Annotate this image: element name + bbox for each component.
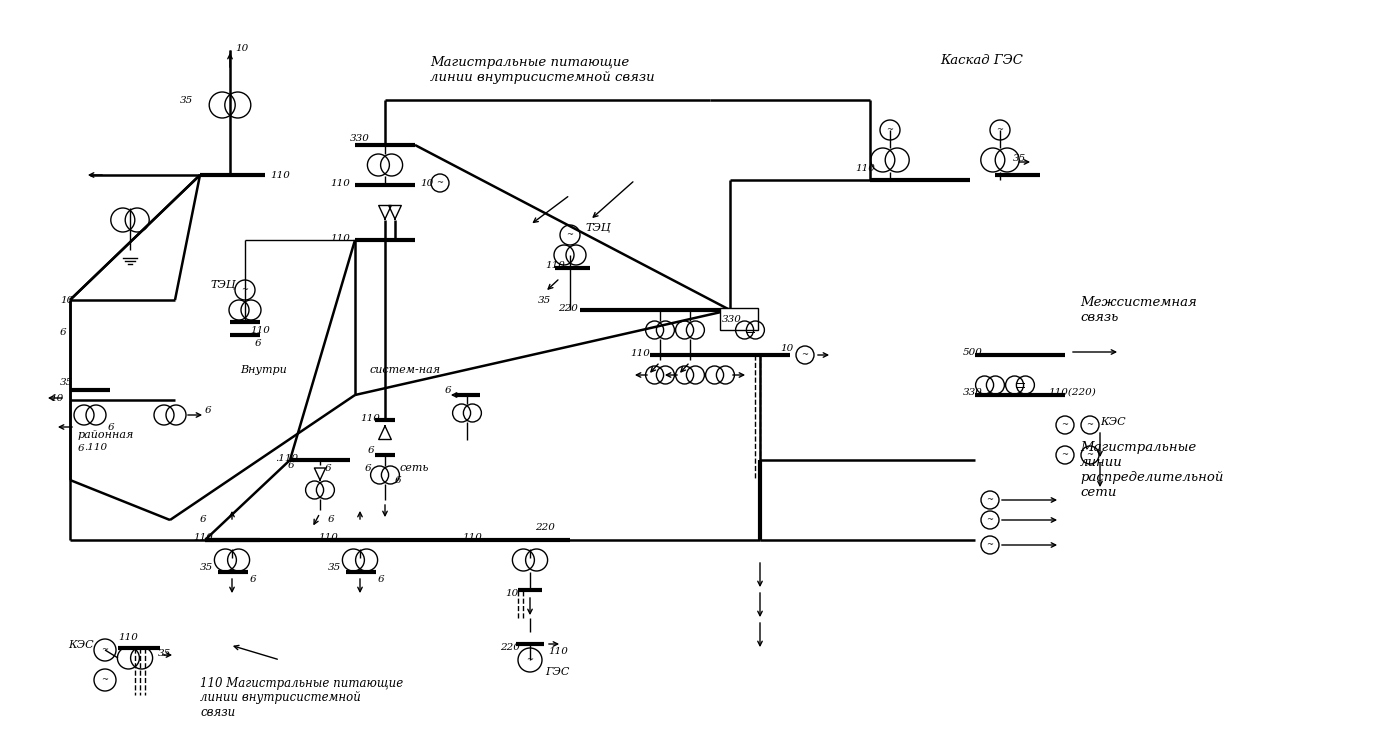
Text: 110(220): 110(220) [1049,388,1095,397]
Text: 500: 500 [963,347,982,356]
Text: ~: ~ [567,231,574,239]
Text: 220: 220 [535,524,555,533]
Text: .110: .110 [84,443,107,452]
Text: 10: 10 [420,179,433,187]
Text: ~: ~ [987,541,993,549]
Text: Магистральные питающие
линии внутрисистемной связи: Магистральные питающие линии внутрисисте… [429,56,655,84]
Text: 35: 35 [61,377,73,386]
Text: 6: 6 [378,574,385,583]
Text: ~: ~ [1061,421,1069,429]
Text: 110: 110 [361,414,380,423]
Text: ~: ~ [987,516,993,524]
Text: 110: 110 [854,164,875,173]
Text: 6: 6 [205,405,212,414]
Text: ГЭС: ГЭС [545,667,570,677]
Text: 6: 6 [200,515,206,524]
Text: 330: 330 [722,315,742,324]
Text: 6: 6 [367,446,374,455]
Text: ~: ~ [801,351,809,359]
Text: ~: ~ [1087,451,1094,459]
Text: систем­ная: систем­ная [370,365,442,375]
Text: 6: 6 [61,327,66,336]
Text: 110: 110 [545,260,566,269]
Text: КЭС: КЭС [67,640,94,650]
Text: ~: ~ [996,126,1003,134]
Text: 10: 10 [235,43,248,53]
Text: 10: 10 [50,394,63,403]
Text: 110: 110 [630,348,649,358]
Text: 6: 6 [327,515,334,524]
Text: 110 Магистральные питающие
линии внутрисистемной
связи: 110 Магистральные питающие линии внутрис… [200,676,403,719]
Text: ТЭЦ: ТЭЦ [585,223,611,233]
Text: 6: 6 [444,385,451,394]
Bar [720,308,758,330]
Text: 35: 35 [158,650,171,658]
Text: 35: 35 [327,562,341,571]
Text: ~: ~ [886,126,893,134]
Text: 110: 110 [462,533,482,542]
Text: ~: ~ [987,496,993,504]
Text: 35: 35 [538,295,552,304]
Text: 10: 10 [61,295,73,304]
Text: 35: 35 [1013,153,1026,162]
Text: районная: районная [78,430,135,440]
Text: 6: 6 [325,464,332,472]
Text: 6: 6 [255,339,261,347]
Text: 6: 6 [78,443,85,452]
Text: Каскад ГЭС: Каскад ГЭС [940,54,1022,66]
Text: 110: 110 [330,179,350,187]
Text: 35: 35 [180,95,193,104]
Text: 110: 110 [318,533,338,542]
Text: 6: 6 [107,423,114,432]
Text: ~: ~ [1087,421,1094,429]
Text: 220: 220 [559,304,578,312]
Text: 110: 110 [548,647,568,656]
Text: Внутри: Внутри [239,365,286,375]
Text: КЭС: КЭС [1099,417,1126,427]
Text: сеть: сеть [400,463,429,473]
Text: 330: 330 [350,133,370,143]
Text: 330: 330 [963,388,982,397]
Text: Магистральные
линии
распределительной
сети: Магистральные линии распределительной се… [1080,441,1223,499]
Text: 110: 110 [270,170,290,179]
Text: 6: 6 [395,475,402,484]
Text: ~: ~ [1061,451,1069,459]
Text: 35: 35 [200,562,213,571]
Text: ~: ~ [242,286,249,294]
Text: Межсистемная
связь: Межсистемная связь [1080,296,1197,324]
Text: ТЭЦ: ТЭЦ [211,280,235,290]
Text: 110: 110 [330,234,350,243]
Text: 10: 10 [780,344,793,353]
Text: .110: .110 [275,454,299,463]
Text: ~: ~ [102,676,109,684]
Text: ~: ~ [102,646,109,654]
Text: 6: 6 [288,461,294,469]
Text: 6: 6 [250,574,257,583]
Text: 110: 110 [118,633,138,643]
Text: 110: 110 [193,533,213,542]
Text: 220: 220 [499,644,520,652]
Text: ~: ~ [527,656,534,664]
Text: 110: 110 [250,326,270,335]
Text: 10: 10 [505,589,519,597]
Text: 6: 6 [365,464,372,472]
Text: ~: ~ [436,179,443,187]
